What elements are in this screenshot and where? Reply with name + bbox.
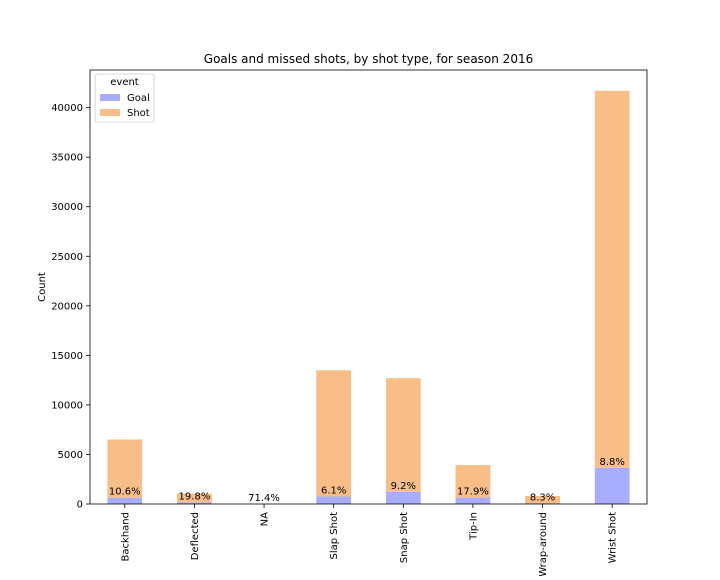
bar-goal-5 [456,498,491,504]
legend-swatch-shot [100,109,120,116]
x-tick-label-0: Backhand [120,512,131,561]
legend-swatch-goal [100,94,120,101]
x-tick-label-7: Wrist Shot [608,512,619,563]
bar-goal-4 [386,492,421,504]
bar-label-0: 10.6% [109,487,141,498]
x-tick-label-5: Tip-In [468,512,479,541]
legend-label-shot: Shot [127,108,150,119]
bar-goal-3 [316,496,351,504]
bar-label-5: 17.9% [457,487,489,498]
legend: event Goal Shot [95,74,154,122]
bar-label-3: 6.1% [321,485,346,496]
bar-goal-7 [595,468,630,504]
bar-shot-3 [316,370,351,496]
x-tick-label-4: Snap Shot [399,512,410,563]
y-tick-label-2: 10000 [51,400,83,411]
bar-label-4: 9.2% [391,481,416,492]
legend-label-goal: Goal [127,93,150,104]
y-tick-label-5: 25000 [51,252,83,263]
x-tick-label-1: Deflected [190,512,201,560]
y-tick-label-3: 15000 [51,351,83,362]
bar-label-6: 8.3% [530,493,555,504]
bar-shot-7 [595,91,630,468]
x-tick-label-2: NA [260,512,271,526]
bar-label-2: 71.4% [248,493,280,504]
x-tick-label-3: Slap Shot [329,512,340,560]
y-tick-label-0: 0 [77,500,83,511]
bar-label-7: 8.8% [599,457,624,468]
y-tick-label-8: 40000 [51,103,83,114]
plot-frame [90,70,647,504]
bar-goal-0 [107,498,142,504]
bar-shot-4 [386,378,421,492]
x-tick-label-6: Wrap-around [538,512,549,576]
bar-label-1: 19.8% [179,491,211,502]
legend-title: event [110,77,139,88]
chart-marks: 10.6% 19.8% 71.4% 6.1% 9.2% 17.9% 8.3% 8.8% [107,91,629,504]
y-tick-label-7: 35000 [51,153,83,164]
y-tick-label-1: 5000 [58,450,83,461]
y-tick-label-4: 20000 [51,301,83,312]
y-axis-label: Count [37,272,48,302]
y-tick-label-6: 30000 [51,202,83,213]
chart-title: Goals and missed shots, by shot type, fo… [204,52,533,66]
